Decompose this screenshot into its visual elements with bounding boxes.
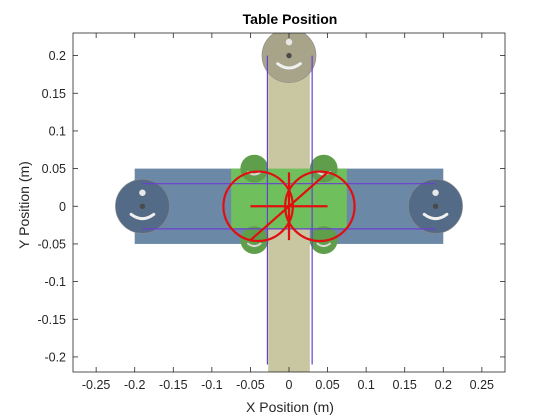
trace-segment-3: [249, 171, 329, 241]
y-tick-label: -0.1: [44, 275, 66, 289]
x-motor-1-mark: [139, 189, 146, 197]
y-tick-label: 0.1: [49, 124, 66, 138]
x-tick-label: 0.15: [393, 378, 417, 392]
x-motor-1-hub: [139, 203, 146, 209]
small-pulley-2: [309, 154, 338, 183]
y-axis-label: Y Position (m): [16, 161, 32, 249]
x-tick-label: 0.1: [357, 378, 374, 392]
axes: -0.25 -0.2 -0.15 -0.1 -0.05 0 0.05 0.1 0.15 0.2 0.…: [38, 32, 506, 392]
x-tick-label: -0.1: [201, 378, 223, 392]
y-tick-label: 0.15: [42, 87, 66, 101]
x-tick-label: 0.05: [315, 378, 339, 392]
y-tick-label: 0.05: [42, 162, 66, 176]
chart-title: Table Position: [243, 11, 338, 27]
x-tick-label: -0.05: [236, 378, 265, 392]
x-tick-label: -0.15: [159, 378, 188, 392]
x-motor-2-arc: [422, 212, 449, 221]
x-axis-label: X Position (m): [246, 399, 334, 415]
plot-area: [115, 33, 463, 372]
y-motor-hub: [286, 52, 292, 59]
y-motor-arc: [276, 62, 302, 70]
y-motor-mark: [285, 38, 293, 46]
small-pulley-1: [240, 154, 269, 183]
x-tick-label: -0.25: [82, 378, 111, 392]
small-pulley-3-arc: [247, 242, 262, 248]
y-tick-label: -0.15: [38, 313, 67, 327]
x-tick-label: 0: [286, 378, 293, 392]
x-motor-2-hub: [432, 203, 439, 209]
y-tick-label: 0: [59, 200, 66, 214]
y-tick-label: -0.2: [44, 350, 66, 364]
x-motor-2-mark: [432, 189, 439, 197]
x-tick-label: 0.2: [435, 378, 452, 392]
scene-group: [115, 33, 463, 372]
x-tick-label: 0.25: [470, 378, 494, 392]
x-tick-label: -0.2: [124, 378, 146, 392]
small-pulley-4-arc: [316, 242, 331, 248]
y-tick-label: 0.2: [49, 49, 66, 63]
x-motor-1-arc: [129, 212, 156, 221]
y-tick-label: -0.05: [38, 237, 67, 251]
